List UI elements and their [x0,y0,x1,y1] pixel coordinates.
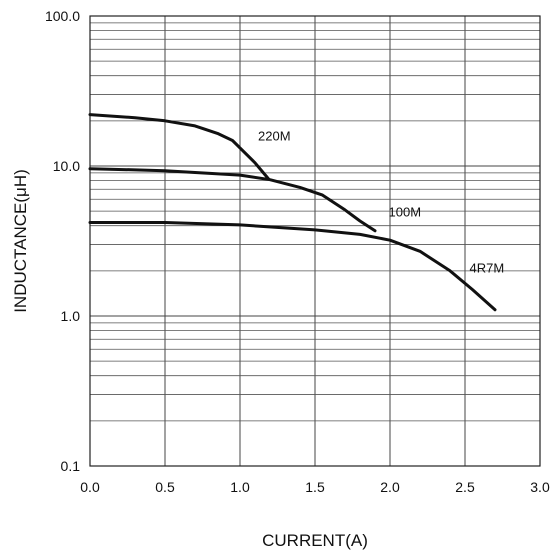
y-tick-label: 1.0 [61,308,81,324]
series-line-100m [88,167,377,233]
x-tick-label: 0.5 [155,479,175,495]
y-tick-label: 0.1 [61,458,81,474]
y-tick-label: 100.0 [45,8,80,24]
series-label: 4R7M [470,260,505,275]
series-label: 100M [389,205,422,220]
y-tick-labels: 0.1 1.0 10.0 100.0 [45,8,80,474]
y-tick-label: 10.0 [53,158,80,174]
x-tick-label: 1.0 [230,479,250,495]
series-line-220m [88,113,270,181]
x-tick-labels: 0.0 0.5 1.0 1.5 2.0 2.5 3.0 [80,479,550,495]
x-tick-label: 0.0 [80,479,100,495]
x-axis-label: CURRENT(A) [262,531,368,550]
x-tick-label: 1.5 [305,479,325,495]
series-line-4r7m [88,221,497,312]
plot-frame [89,15,541,467]
x-tick-label: 2.5 [455,479,475,495]
y-axis-label: INDUCTANCE(μH) [11,169,30,313]
series-labels: 220M 100M 4R7M [258,128,504,275]
x-tick-label: 3.0 [530,479,550,495]
series-curves [88,113,497,312]
x-tick-label: 2.0 [380,479,400,495]
series-label: 220M [258,128,291,143]
grid [90,16,540,466]
